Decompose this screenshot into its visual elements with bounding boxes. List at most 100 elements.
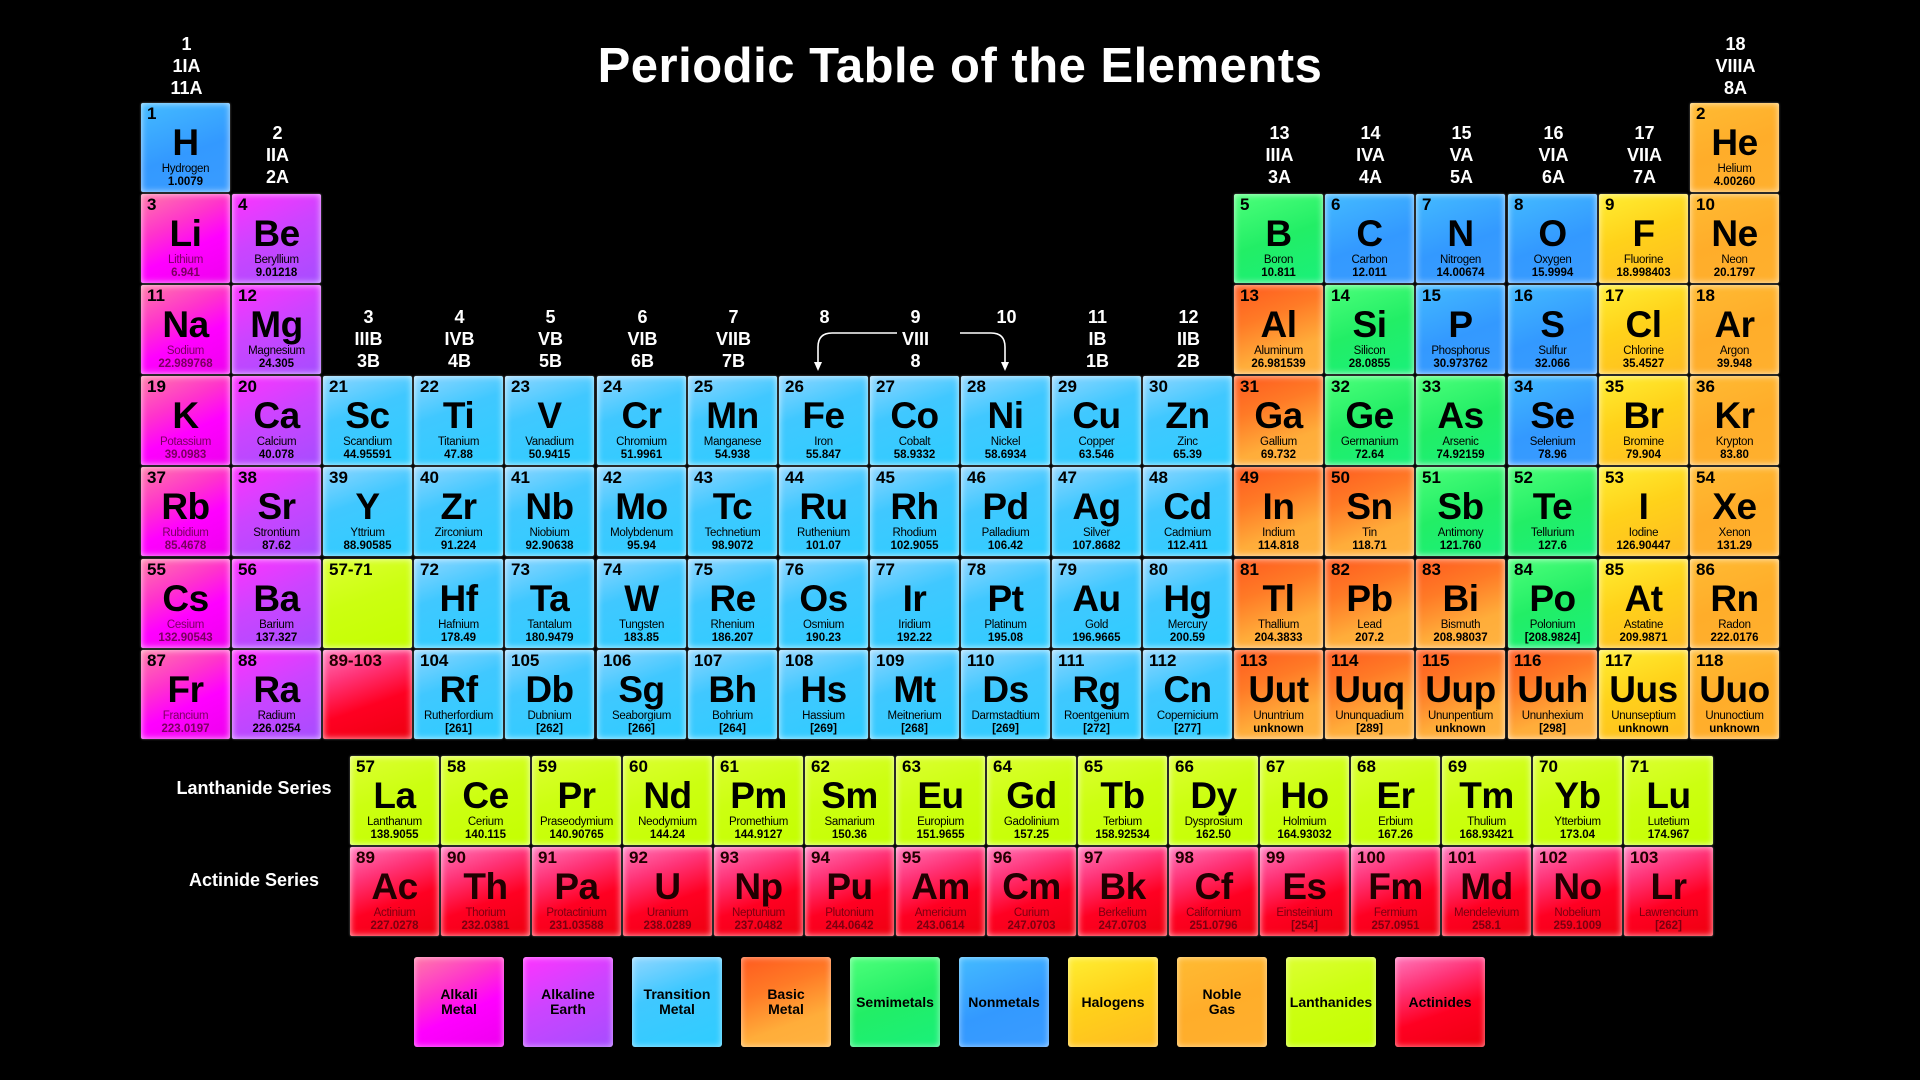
element-cell[interactable]: 97 Bk Berkelium 247.0703: [1078, 847, 1167, 936]
element-cell[interactable]: 108 Hs Hassium [269]: [779, 650, 868, 739]
element-cell[interactable]: 102 No Nobelium 259.1009: [1533, 847, 1622, 936]
element-cell[interactable]: 13 Al Aluminum 26.981539: [1234, 285, 1323, 374]
element-cell[interactable]: 92 U Uranium 238.0289: [623, 847, 712, 936]
element-cell[interactable]: 10 Ne Neon 20.1797: [1690, 194, 1779, 283]
element-cell[interactable]: 76 Os Osmium 190.23: [779, 559, 868, 648]
element-cell[interactable]: 71 Lu Lutetium 174.967: [1624, 756, 1713, 845]
element-cell[interactable]: 42 Mo Molybdenum 95.94: [597, 467, 686, 556]
element-cell[interactable]: 77 Ir Iridium 192.22: [870, 559, 959, 648]
element-cell[interactable]: 27 Co Cobalt 58.9332: [870, 376, 959, 465]
element-cell[interactable]: 101 Md Mendelevium 258.1: [1442, 847, 1531, 936]
element-cell[interactable]: 103 Lr Lawrencium [262]: [1624, 847, 1713, 936]
element-cell[interactable]: 96 Cm Curium 247.0703: [987, 847, 1076, 936]
element-cell[interactable]: 100 Fm Fermium 257.0951: [1351, 847, 1440, 936]
element-cell[interactable]: 4 Be Beryllium 9.01218: [232, 194, 321, 283]
element-cell[interactable]: 66 Dy Dysprosium 162.50: [1169, 756, 1258, 845]
element-cell[interactable]: 99 Es Einsteinium [254]: [1260, 847, 1349, 936]
element-cell[interactable]: 55 Cs Cesium 132.90543: [141, 559, 230, 648]
element-cell[interactable]: 87 Fr Francium 223.0197: [141, 650, 230, 739]
element-cell[interactable]: 105 Db Dubnium [262]: [505, 650, 594, 739]
element-cell[interactable]: 47 Ag Silver 107.8682: [1052, 467, 1141, 556]
element-cell[interactable]: 44 Ru Ruthenium 101.07: [779, 467, 868, 556]
element-cell[interactable]: 72 Hf Hafnium 178.49: [414, 559, 503, 648]
element-cell[interactable]: 86 Rn Radon 222.0176: [1690, 559, 1779, 648]
series-placeholder-cell[interactable]: 57-71: [323, 559, 412, 648]
element-cell[interactable]: 18 Ar Argon 39.948: [1690, 285, 1779, 374]
element-cell[interactable]: 65 Tb Terbium 158.92534: [1078, 756, 1167, 845]
element-cell[interactable]: 45 Rh Rhodium 102.9055: [870, 467, 959, 556]
element-cell[interactable]: 83 Bi Bismuth 208.98037: [1416, 559, 1505, 648]
element-cell[interactable]: 19 K Potassium 39.0983: [141, 376, 230, 465]
element-cell[interactable]: 74 W Tungsten 183.85: [597, 559, 686, 648]
element-cell[interactable]: 78 Pt Platinum 195.08: [961, 559, 1050, 648]
element-cell[interactable]: 26 Fe Iron 55.847: [779, 376, 868, 465]
element-cell[interactable]: 79 Au Gold 196.9665: [1052, 559, 1141, 648]
element-cell[interactable]: 82 Pb Lead 207.2: [1325, 559, 1414, 648]
element-cell[interactable]: 69 Tm Thulium 168.93421: [1442, 756, 1531, 845]
element-cell[interactable]: 16 S Sulfur 32.066: [1508, 285, 1597, 374]
element-cell[interactable]: 50 Sn Tin 118.71: [1325, 467, 1414, 556]
element-cell[interactable]: 57 La Lanthanum 138.9055: [350, 756, 439, 845]
element-cell[interactable]: 6 C Carbon 12.011: [1325, 194, 1414, 283]
element-cell[interactable]: 56 Ba Barium 137.327: [232, 559, 321, 648]
element-cell[interactable]: 68 Er Erbium 167.26: [1351, 756, 1440, 845]
element-cell[interactable]: 32 Ge Germanium 72.64: [1325, 376, 1414, 465]
element-cell[interactable]: 5 B Boron 10.811: [1234, 194, 1323, 283]
element-cell[interactable]: 61 Pm Promethium 144.9127: [714, 756, 803, 845]
element-cell[interactable]: 118 Uuo Ununoctium unknown: [1690, 650, 1779, 739]
series-placeholder-cell[interactable]: 89-103: [323, 650, 412, 739]
element-cell[interactable]: 81 Tl Thallium 204.3833: [1234, 559, 1323, 648]
element-cell[interactable]: 111 Rg Roentgenium [272]: [1052, 650, 1141, 739]
element-cell[interactable]: 12 Mg Magnesium 24.305: [232, 285, 321, 374]
element-cell[interactable]: 117 Uus Ununseptium unknown: [1599, 650, 1688, 739]
element-cell[interactable]: 88 Ra Radium 226.0254: [232, 650, 321, 739]
element-cell[interactable]: 70 Yb Ytterbium 173.04: [1533, 756, 1622, 845]
element-cell[interactable]: 43 Tc Technetium 98.9072: [688, 467, 777, 556]
element-cell[interactable]: 3 Li Lithium 6.941: [141, 194, 230, 283]
element-cell[interactable]: 8 O Oxygen 15.9994: [1508, 194, 1597, 283]
element-cell[interactable]: 89 Ac Actinium 227.0278: [350, 847, 439, 936]
element-cell[interactable]: 15 P Phosphorus 30.973762: [1416, 285, 1505, 374]
element-cell[interactable]: 46 Pd Palladium 106.42: [961, 467, 1050, 556]
element-cell[interactable]: 22 Ti Titanium 47.88: [414, 376, 503, 465]
element-cell[interactable]: 106 Sg Seaborgium [266]: [597, 650, 686, 739]
element-cell[interactable]: 112 Cn Copernicium [277]: [1143, 650, 1232, 739]
element-cell[interactable]: 35 Br Bromine 79.904: [1599, 376, 1688, 465]
element-cell[interactable]: 64 Gd Gadolinium 157.25: [987, 756, 1076, 845]
element-cell[interactable]: 93 Np Neptunium 237.0482: [714, 847, 803, 936]
element-cell[interactable]: 17 Cl Chlorine 35.4527: [1599, 285, 1688, 374]
element-cell[interactable]: 2 He Helium 4.00260: [1690, 103, 1779, 192]
element-cell[interactable]: 1 H Hydrogen 1.0079: [141, 103, 230, 192]
element-cell[interactable]: 75 Re Rhenium 186.207: [688, 559, 777, 648]
element-cell[interactable]: 30 Zn Zinc 65.39: [1143, 376, 1232, 465]
element-cell[interactable]: 24 Cr Chromium 51.9961: [597, 376, 686, 465]
element-cell[interactable]: 115 Uup Ununpentium unknown: [1416, 650, 1505, 739]
element-cell[interactable]: 58 Ce Cerium 140.115: [441, 756, 530, 845]
element-cell[interactable]: 60 Nd Neodymium 144.24: [623, 756, 712, 845]
element-cell[interactable]: 63 Eu Europium 151.9655: [896, 756, 985, 845]
element-cell[interactable]: 28 Ni Nickel 58.6934: [961, 376, 1050, 465]
element-cell[interactable]: 37 Rb Rubidium 85.4678: [141, 467, 230, 556]
element-cell[interactable]: 62 Sm Samarium 150.36: [805, 756, 894, 845]
element-cell[interactable]: 51 Sb Antimony 121.760: [1416, 467, 1505, 556]
element-cell[interactable]: 31 Ga Gallium 69.732: [1234, 376, 1323, 465]
element-cell[interactable]: 20 Ca Calcium 40.078: [232, 376, 321, 465]
element-cell[interactable]: 33 As Arsenic 74.92159: [1416, 376, 1505, 465]
element-cell[interactable]: 48 Cd Cadmium 112.411: [1143, 467, 1232, 556]
element-cell[interactable]: 34 Se Selenium 78.96: [1508, 376, 1597, 465]
element-cell[interactable]: 29 Cu Copper 63.546: [1052, 376, 1141, 465]
element-cell[interactable]: 54 Xe Xenon 131.29: [1690, 467, 1779, 556]
element-cell[interactable]: 113 Uut Ununtrium unknown: [1234, 650, 1323, 739]
element-cell[interactable]: 38 Sr Strontium 87.62: [232, 467, 321, 556]
element-cell[interactable]: 80 Hg Mercury 200.59: [1143, 559, 1232, 648]
element-cell[interactable]: 49 In Indium 114.818: [1234, 467, 1323, 556]
element-cell[interactable]: 23 V Vanadium 50.9415: [505, 376, 594, 465]
element-cell[interactable]: 98 Cf Californium 251.0796: [1169, 847, 1258, 936]
element-cell[interactable]: 91 Pa Protactinium 231.03588: [532, 847, 621, 936]
element-cell[interactable]: 39 Y Yttrium 88.90585: [323, 467, 412, 556]
element-cell[interactable]: 109 Mt Meitnerium [268]: [870, 650, 959, 739]
element-cell[interactable]: 73 Ta Tantalum 180.9479: [505, 559, 594, 648]
element-cell[interactable]: 36 Kr Krypton 83.80: [1690, 376, 1779, 465]
element-cell[interactable]: 107 Bh Bohrium [264]: [688, 650, 777, 739]
element-cell[interactable]: 41 Nb Niobium 92.90638: [505, 467, 594, 556]
